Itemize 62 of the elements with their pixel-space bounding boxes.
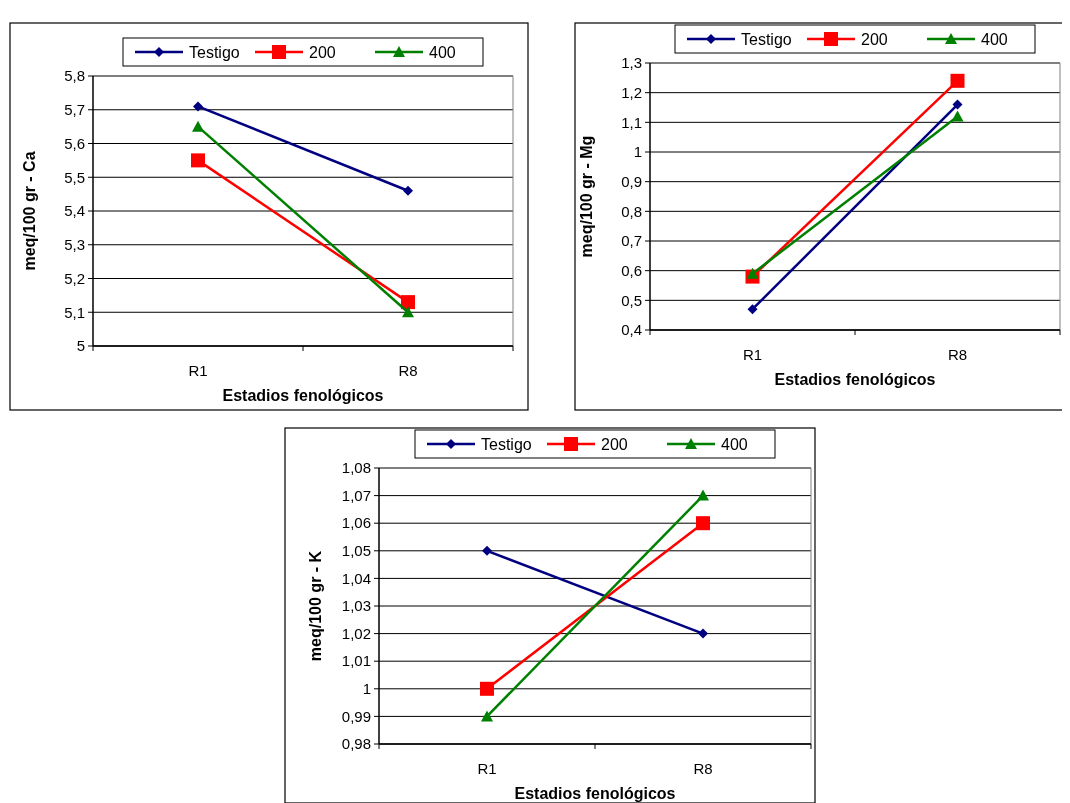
x-tick-label: R1 [477, 760, 497, 777]
y-tick-label: 0,98 [341, 735, 371, 753]
x-axis-title: Estadios fenológicos [774, 371, 936, 388]
x-axis-title: Estadios fenológicos [514, 785, 676, 802]
y-tick-label: 5,2 [64, 269, 85, 287]
y-tick-label: 5,6 [64, 134, 85, 152]
y-tick-label: 5,5 [64, 168, 85, 186]
y-tick-label: 5,8 [64, 67, 85, 85]
y-axis-title: meq/100 gr - Mg [578, 135, 595, 258]
y-tick-label: 5,7 [64, 101, 85, 118]
point [403, 185, 413, 196]
y-tick-label: 0,4 [621, 321, 642, 339]
legend-label: Testigo [189, 43, 240, 61]
y-axis-title: meq/100 gr - K [307, 550, 324, 662]
y-tick-label: 1,04 [341, 569, 371, 587]
legend-label: 400 [429, 43, 456, 61]
legend-label: 400 [981, 30, 1008, 48]
y-tick-label: 1 [633, 143, 642, 161]
legend-label: 200 [861, 30, 888, 48]
x-tick-label: R8 [693, 760, 713, 777]
y-tick-label: 1,08 [341, 459, 371, 477]
point [193, 101, 203, 112]
y-tick-label: 5 [76, 337, 85, 355]
legend-label: 200 [309, 43, 336, 61]
y-tick-label: 0,99 [341, 707, 371, 725]
legend-label: Testigo [481, 435, 532, 453]
legend-label: 200 [601, 435, 628, 453]
point [698, 628, 708, 639]
y-tick-label: 1,01 [341, 652, 371, 670]
y-axis-title: meq/100 gr - Ca [21, 151, 38, 271]
y-tick-label: 5,3 [64, 236, 85, 253]
y-tick-label: 1,03 [341, 597, 371, 615]
y-tick-label: 0,8 [621, 202, 642, 220]
y-tick-label: 1,3 [621, 54, 642, 72]
x-tick-label: R8 [947, 346, 968, 363]
x-tick-label: R1 [742, 346, 763, 363]
y-tick-label: 1,07 [341, 486, 371, 504]
point [950, 73, 965, 88]
y-tick-label: 1,06 [341, 514, 371, 532]
x-tick-label: R1 [188, 362, 208, 379]
y-tick-label: 5,1 [64, 303, 85, 321]
x-axis-title: Estadios fenológicos [222, 387, 384, 404]
point [696, 516, 710, 531]
x-tick-label: R8 [398, 362, 418, 379]
y-tick-label: 1,1 [621, 113, 642, 131]
y-tick-label: 0,7 [621, 232, 642, 250]
point [480, 681, 494, 696]
point [747, 304, 758, 315]
y-tick-label: 1 [362, 680, 371, 698]
legend-label: 400 [721, 435, 748, 453]
y-tick-label: 1,02 [341, 624, 371, 642]
y-tick-label: 1,05 [341, 542, 371, 560]
y-tick-label: 0,9 [621, 172, 642, 190]
y-tick-label: 0,6 [621, 261, 642, 279]
y-tick-label: 0,5 [621, 291, 642, 309]
point [401, 295, 415, 310]
point [952, 99, 963, 110]
y-tick-label: 1,2 [621, 83, 642, 101]
point [482, 545, 492, 556]
point [191, 153, 205, 168]
y-tick-label: 5,4 [64, 202, 85, 220]
legend-label: Testigo [741, 30, 792, 48]
